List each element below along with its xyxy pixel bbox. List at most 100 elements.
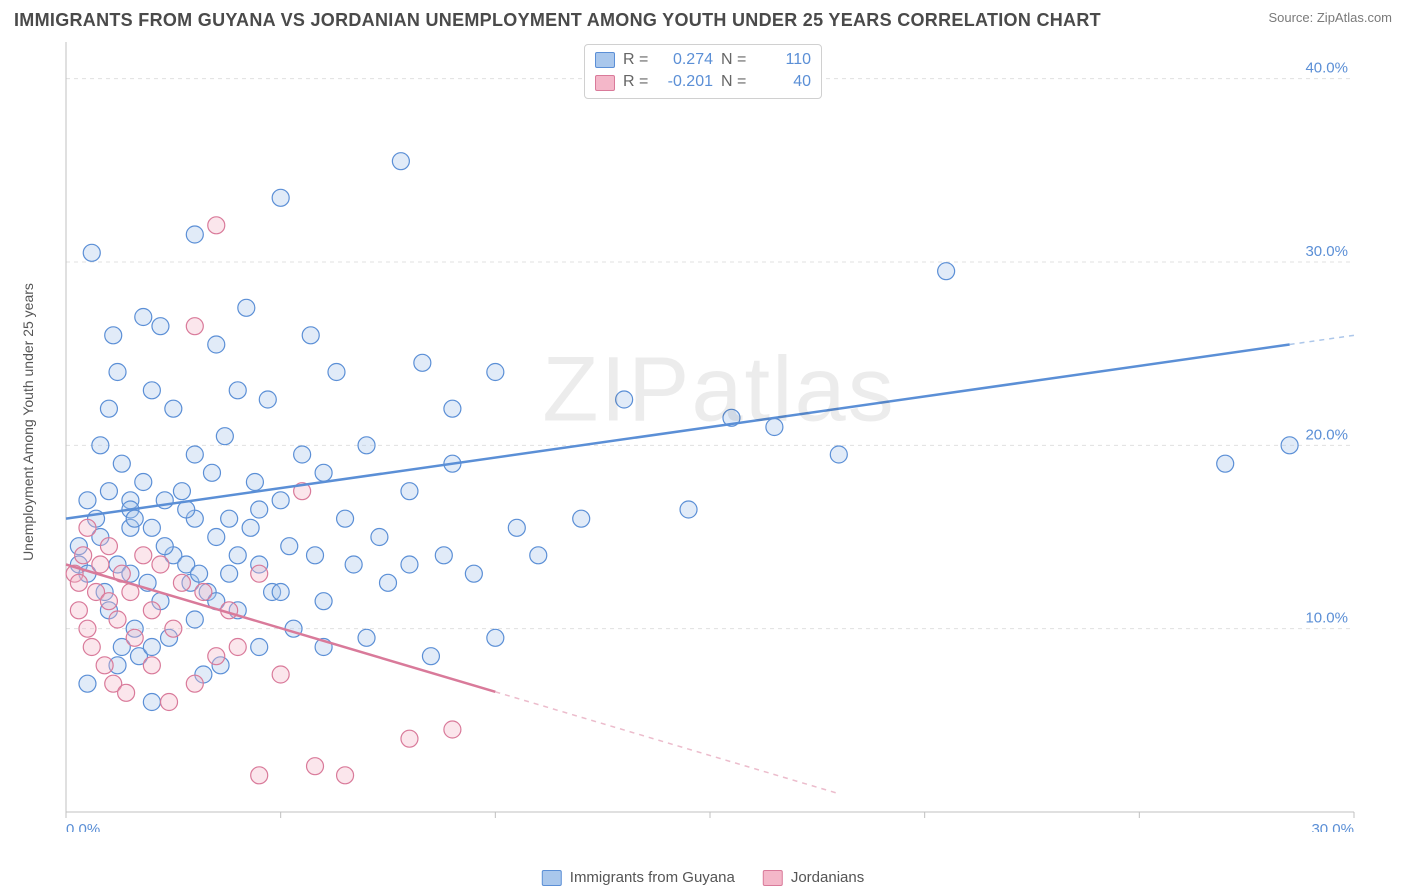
data-point <box>208 529 225 546</box>
data-point <box>100 538 117 555</box>
data-point <box>186 446 203 463</box>
data-point <box>208 336 225 353</box>
data-point <box>401 483 418 500</box>
data-point <box>766 419 783 436</box>
data-point <box>186 318 203 335</box>
data-point <box>113 455 130 472</box>
data-point <box>165 400 182 417</box>
chart-header: IMMIGRANTS FROM GUYANA VS JORDANIAN UNEM… <box>14 10 1392 31</box>
data-point <box>380 574 397 591</box>
data-point <box>272 666 289 683</box>
trend-line-extrapolated <box>495 692 838 794</box>
legend-item: Immigrants from Guyana <box>542 869 735 886</box>
data-point <box>281 538 298 555</box>
data-point <box>337 510 354 527</box>
data-point <box>294 446 311 463</box>
data-point <box>92 437 109 454</box>
data-point <box>680 501 697 518</box>
data-point <box>100 483 117 500</box>
stat-n-value: 110 <box>755 49 811 71</box>
data-point <box>186 611 203 628</box>
data-point <box>302 327 319 344</box>
data-point <box>135 474 152 491</box>
stat-legend-row: R = -0.201 N = 40 <box>595 71 811 93</box>
data-point <box>414 354 431 371</box>
data-point <box>251 639 268 656</box>
data-point <box>79 519 96 536</box>
stat-r-label: R = <box>623 71 649 93</box>
data-point <box>487 364 504 381</box>
stat-n-value: 40 <box>755 71 811 93</box>
svg-text:0.0%: 0.0% <box>66 821 100 832</box>
chart-area: 10.0%20.0%30.0%40.0%0.0%30.0% ZIPatlas <box>54 42 1384 832</box>
svg-text:30.0%: 30.0% <box>1305 243 1348 260</box>
data-point <box>221 565 238 582</box>
data-point <box>444 721 461 738</box>
data-point <box>208 648 225 665</box>
data-point <box>401 730 418 747</box>
data-point <box>118 684 135 701</box>
svg-text:30.0%: 30.0% <box>1311 821 1354 832</box>
stat-n-label: N = <box>721 49 747 71</box>
data-point <box>143 382 160 399</box>
data-point <box>251 565 268 582</box>
data-point <box>830 446 847 463</box>
stat-r-label: R = <box>623 49 649 71</box>
data-point <box>487 629 504 646</box>
data-point <box>259 391 276 408</box>
data-point <box>337 767 354 784</box>
data-point <box>315 464 332 481</box>
svg-text:10.0%: 10.0% <box>1305 610 1348 627</box>
data-point <box>422 648 439 665</box>
legend-label: Jordanians <box>791 869 864 886</box>
data-point <box>401 556 418 573</box>
data-point <box>315 593 332 610</box>
data-point <box>208 217 225 234</box>
data-point <box>272 584 289 601</box>
y-axis-label: Unemployment Among Youth under 25 years <box>20 283 36 561</box>
data-point <box>195 584 212 601</box>
data-point <box>251 501 268 518</box>
data-point <box>79 620 96 637</box>
data-point <box>530 547 547 564</box>
legend-label: Immigrants from Guyana <box>570 869 735 886</box>
data-point <box>616 391 633 408</box>
data-point <box>938 263 955 280</box>
data-point <box>105 327 122 344</box>
data-point <box>191 565 208 582</box>
data-point <box>100 593 117 610</box>
chart-source: Source: ZipAtlas.com <box>1268 10 1392 25</box>
data-point <box>152 556 169 573</box>
data-point <box>135 547 152 564</box>
legend-swatch <box>763 870 783 886</box>
data-point <box>221 510 238 527</box>
data-point <box>238 299 255 316</box>
data-point <box>229 547 246 564</box>
data-point <box>165 620 182 637</box>
data-point <box>345 556 362 573</box>
stat-r-value: -0.201 <box>657 71 713 93</box>
data-point <box>246 474 263 491</box>
data-point <box>229 639 246 656</box>
data-point <box>109 364 126 381</box>
data-point <box>435 547 452 564</box>
data-point <box>203 464 220 481</box>
data-point <box>216 428 233 445</box>
data-point <box>371 529 388 546</box>
data-point <box>135 309 152 326</box>
data-point <box>307 547 324 564</box>
data-point <box>126 629 143 646</box>
legend-swatch <box>595 75 615 91</box>
data-point <box>444 400 461 417</box>
legend-swatch <box>595 52 615 68</box>
data-point <box>251 767 268 784</box>
data-point <box>92 556 109 573</box>
data-point <box>161 694 178 711</box>
stat-n-label: N = <box>721 71 747 93</box>
data-point <box>1281 437 1298 454</box>
data-point <box>79 675 96 692</box>
scatter-plot: 10.0%20.0%30.0%40.0%0.0%30.0% <box>54 42 1384 832</box>
legend-swatch <box>542 870 562 886</box>
legend-item: Jordanians <box>763 869 864 886</box>
stat-legend-row: R =0.274N =110 <box>595 49 811 71</box>
